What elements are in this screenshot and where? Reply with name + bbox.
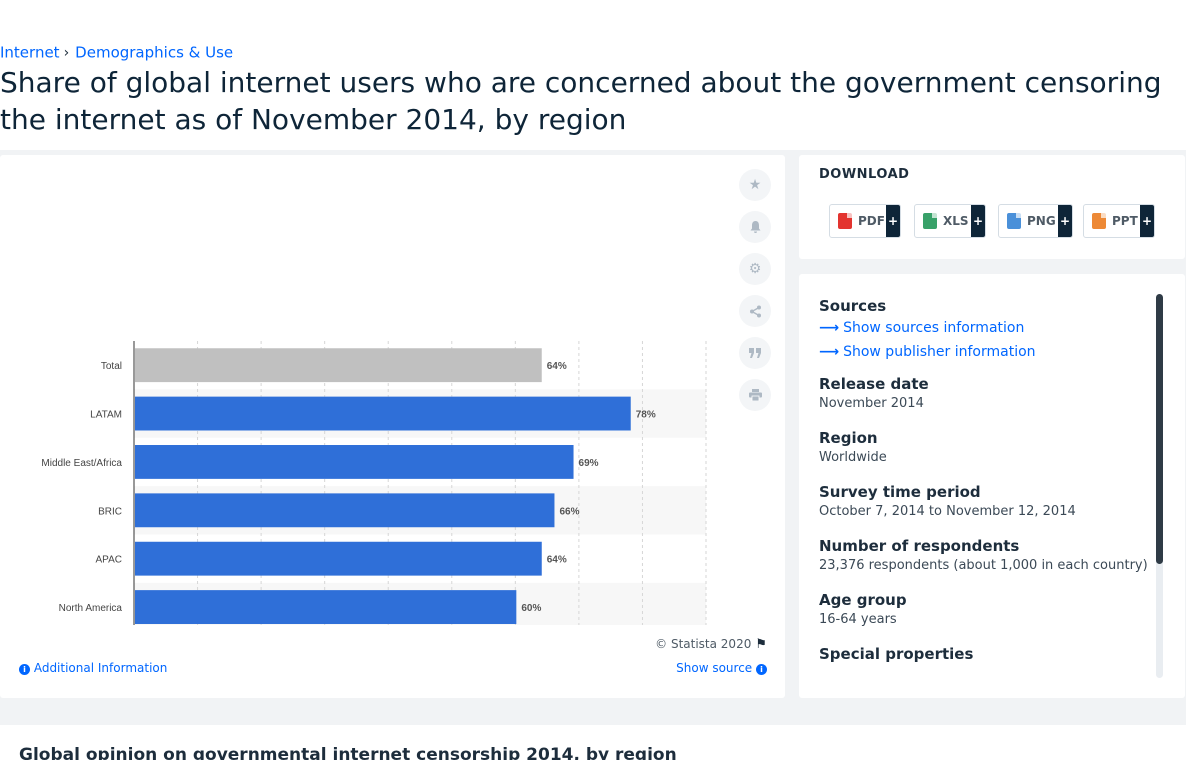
age-group-label: Age group bbox=[819, 591, 907, 609]
release-date-value: November 2014 bbox=[819, 396, 924, 411]
bar bbox=[135, 445, 574, 479]
scrollbar-thumb[interactable] bbox=[1156, 294, 1163, 564]
share-icon[interactable] bbox=[739, 295, 771, 327]
download-title: DOWNLOAD bbox=[819, 167, 910, 182]
download-pdf-button[interactable]: PDF + bbox=[829, 204, 901, 238]
download-card: DOWNLOAD PDF + XLS + PNG + PPT + bbox=[799, 155, 1185, 259]
plus-icon[interactable]: + bbox=[886, 205, 900, 237]
plus-icon[interactable]: + bbox=[1058, 205, 1072, 237]
respondents-value: 23,376 respondents (about 1,000 in each … bbox=[819, 558, 1148, 573]
info-icon: i bbox=[19, 664, 30, 675]
breadcrumb-chevron-icon: › bbox=[63, 44, 70, 61]
source-details-card: Sources ⟶ Show sources information ⟶ Show … bbox=[799, 274, 1185, 698]
flag-icon[interactable]: ⚑ bbox=[755, 637, 767, 652]
category-label: Total bbox=[101, 361, 122, 372]
download-xls-button[interactable]: XLS + bbox=[914, 204, 986, 238]
header-band bbox=[0, 0, 1186, 150]
pdf-file-icon bbox=[838, 213, 852, 229]
data-label: 66% bbox=[559, 506, 579, 517]
age-group-value: 16-64 years bbox=[819, 612, 897, 627]
respondents-label: Number of respondents bbox=[819, 537, 1020, 555]
page-title: Share of global internet users who are c… bbox=[0, 66, 1162, 136]
related-chart-title[interactable]: Global opinion on governmental internet … bbox=[19, 745, 677, 760]
star-icon[interactable]: ★ bbox=[739, 169, 771, 201]
download-png-label: PNG bbox=[1027, 214, 1056, 228]
bar-chart: 0%10%20%30%40%50%60%70%80%90%Total64%LAT… bbox=[41, 341, 707, 625]
bar bbox=[135, 493, 555, 528]
arrow-right-icon: ⟶ bbox=[819, 344, 840, 360]
region-value: Worldwide bbox=[819, 450, 887, 465]
download-pdf-label: PDF bbox=[858, 214, 885, 228]
data-label: 64% bbox=[547, 361, 567, 372]
category-label: Middle East/Africa bbox=[41, 458, 122, 469]
bar bbox=[135, 590, 517, 624]
category-label: LATAM bbox=[90, 410, 122, 421]
show-source-label: Show source bbox=[676, 661, 753, 675]
print-icon[interactable] bbox=[739, 379, 771, 411]
bar bbox=[135, 541, 542, 576]
related-card: Global opinion on governmental internet … bbox=[0, 725, 1186, 760]
show-publisher-label: Show publisher information bbox=[843, 344, 1036, 360]
breadcrumb-internet[interactable]: Internet bbox=[0, 43, 60, 62]
chart-copyright: © Statista 2020 ⚑ bbox=[655, 637, 767, 652]
download-png-button[interactable]: PNG + bbox=[998, 204, 1073, 238]
breadcrumb-demographics[interactable]: Demographics & Use bbox=[75, 43, 234, 62]
chart-card: 0%10%20%30%40%50%60%70%80%90%Total64%LAT… bbox=[0, 155, 785, 698]
category-label: BRIC bbox=[98, 506, 122, 517]
show-sources-label: Show sources information bbox=[843, 320, 1025, 336]
special-properties-label: Special properties bbox=[819, 645, 974, 663]
source-details: Sources ⟶ Show sources information ⟶ Show … bbox=[819, 296, 1149, 664]
category-label: North America bbox=[59, 603, 123, 614]
release-date-label: Release date bbox=[819, 375, 929, 393]
additional-information-label: Additional Information bbox=[33, 661, 168, 675]
plus-icon[interactable]: + bbox=[1140, 205, 1154, 237]
copyright-text: © Statista 2020 bbox=[655, 637, 752, 651]
ppt-file-icon bbox=[1092, 213, 1106, 229]
breadcrumb: Internet › Demographics & Use bbox=[0, 43, 233, 62]
quote-icon[interactable] bbox=[739, 337, 771, 369]
arrow-right-icon: ⟶ bbox=[819, 320, 840, 336]
info-icon: i bbox=[756, 664, 767, 675]
show-sources-link[interactable]: ⟶ Show sources information bbox=[819, 316, 1149, 340]
plus-icon[interactable]: + bbox=[971, 205, 985, 237]
category-label: APAC bbox=[96, 555, 123, 566]
additional-information-link[interactable]: i Additional Information bbox=[19, 661, 167, 675]
download-ppt-button[interactable]: PPT + bbox=[1083, 204, 1155, 238]
show-publisher-link[interactable]: ⟶ Show publisher information bbox=[819, 340, 1149, 364]
bell-icon[interactable] bbox=[739, 211, 771, 243]
survey-period-label: Survey time period bbox=[819, 483, 981, 501]
download-xls-label: XLS bbox=[943, 214, 969, 228]
chart-toolbar: ★ ⚙ bbox=[739, 169, 771, 421]
data-label: 64% bbox=[547, 555, 567, 566]
download-ppt-label: PPT bbox=[1112, 214, 1138, 228]
gear-icon[interactable]: ⚙ bbox=[739, 253, 771, 285]
survey-period-value: October 7, 2014 to November 12, 2014 bbox=[819, 504, 1076, 519]
sources-heading: Sources bbox=[819, 297, 887, 315]
region-label: Region bbox=[819, 429, 878, 447]
xls-file-icon bbox=[923, 213, 937, 229]
data-label: 60% bbox=[521, 603, 541, 614]
bar bbox=[135, 348, 542, 383]
data-label: 78% bbox=[636, 410, 656, 421]
png-file-icon bbox=[1007, 213, 1021, 229]
bar bbox=[135, 396, 631, 431]
show-source-link[interactable]: Show source i bbox=[676, 661, 767, 675]
data-label: 69% bbox=[579, 458, 599, 469]
